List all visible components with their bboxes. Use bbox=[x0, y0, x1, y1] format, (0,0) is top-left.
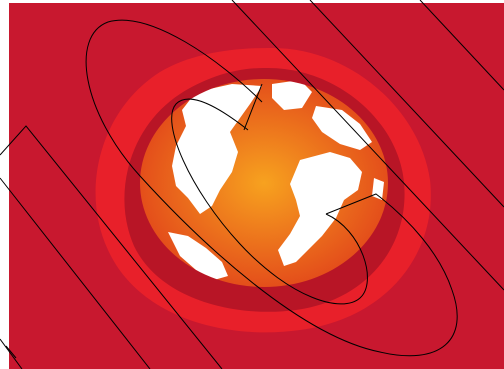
land-south-america bbox=[168, 232, 228, 280]
diagonal-lower bbox=[5, 345, 17, 359]
land-island bbox=[372, 178, 384, 200]
diagonal-bottom-left bbox=[0, 338, 23, 369]
diagonal-1 bbox=[231, 0, 504, 291]
top-margin bbox=[0, 0, 504, 3]
hook-line bbox=[243, 83, 263, 131]
diagonal-3 bbox=[419, 0, 504, 91]
left-strip bbox=[0, 125, 223, 369]
land-europe-africa bbox=[278, 152, 362, 266]
small-loop bbox=[171, 98, 368, 305]
large-loop bbox=[85, 19, 458, 357]
land-greenland bbox=[272, 80, 312, 110]
diagonal-2 bbox=[309, 0, 504, 208]
land-north-america bbox=[172, 84, 262, 214]
land-eastern bbox=[312, 106, 372, 150]
continents bbox=[168, 80, 384, 280]
